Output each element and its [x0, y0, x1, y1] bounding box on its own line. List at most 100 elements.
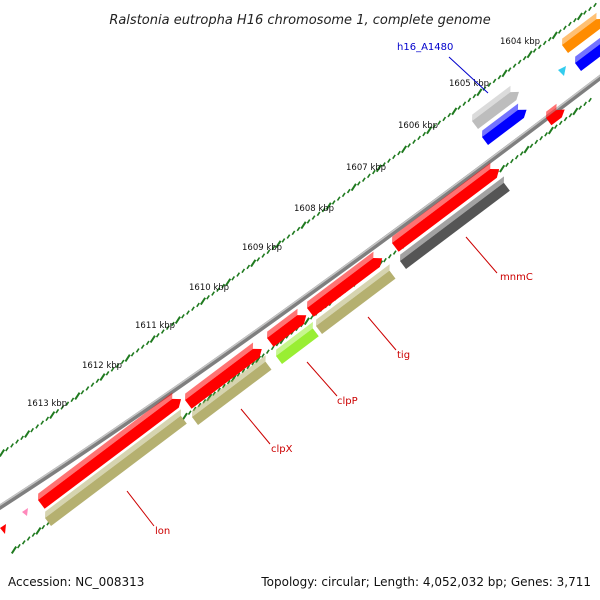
gene-label-lon[interactable]: lon	[155, 526, 170, 537]
mnmC-gene[interactable]	[397, 176, 513, 269]
clpX-cds[interactable]	[182, 341, 265, 409]
outer-tick	[85, 386, 90, 391]
inner-tick	[251, 360, 256, 366]
outer-tick	[311, 215, 316, 220]
outer-tick	[35, 424, 40, 429]
outer-tick	[99, 373, 106, 382]
inner-tick	[392, 250, 397, 255]
outer-tick	[447, 112, 452, 118]
outer-tick	[392, 154, 396, 160]
outer-tick	[275, 240, 282, 249]
inner-tick	[226, 379, 231, 385]
inner-tick	[31, 532, 36, 538]
inner-tick	[35, 526, 42, 535]
clpP-cds[interactable]	[264, 307, 310, 347]
inner-tick	[544, 132, 548, 137]
outer-tick	[366, 173, 371, 179]
outer-tick	[583, 10, 587, 15]
accession-text: Accession: NC_008313	[8, 575, 144, 589]
outer-tick	[271, 245, 276, 251]
tig-cds[interactable]	[304, 250, 386, 317]
outer-tick	[70, 397, 75, 403]
inner-tick	[41, 524, 46, 530]
gene-label-clpX[interactable]: clpX	[271, 444, 293, 455]
inner-tick	[21, 540, 26, 545]
clpP-gene[interactable]	[273, 321, 322, 364]
tig-gene[interactable]	[313, 264, 399, 334]
outer-tick	[316, 211, 321, 217]
outer-tick	[261, 253, 266, 258]
h16_A1480-pseudo[interactable]	[469, 84, 522, 129]
outer-tick	[196, 302, 200, 308]
clpX-gene[interactable]	[189, 355, 275, 425]
outer-tick	[432, 124, 437, 129]
outer-tick	[15, 439, 19, 444]
outer-tick	[155, 333, 160, 338]
outer-tick	[336, 196, 341, 201]
outer-tick	[149, 335, 156, 344]
outer-tick	[557, 29, 562, 34]
inner-tick	[547, 126, 554, 135]
outer-tick	[221, 283, 226, 289]
outer-tick	[487, 82, 492, 88]
outer-tick	[356, 181, 361, 186]
outer-tick	[442, 116, 447, 122]
outer-tick	[20, 435, 24, 441]
outer-tick	[306, 219, 311, 224]
inner-tick	[236, 372, 241, 377]
outer-tick	[170, 321, 175, 327]
outer-tick	[325, 202, 332, 211]
outer-tick	[250, 259, 257, 268]
outer-tick	[331, 200, 336, 205]
inner-tick	[563, 116, 568, 122]
outer-tick	[174, 316, 181, 325]
lon-gene[interactable]	[42, 409, 190, 526]
outer-tick	[567, 21, 572, 27]
inner-tick	[309, 315, 314, 320]
outer-tick	[296, 226, 301, 232]
outer-tick	[24, 430, 31, 438]
gene-label-clpP[interactable]: clpP	[337, 396, 358, 407]
outer-tick	[60, 405, 65, 410]
outer-tick	[286, 234, 291, 239]
mnmC-cds[interactable]	[389, 161, 502, 252]
small-cds[interactable]	[543, 102, 567, 126]
outer-tick	[457, 105, 462, 110]
outer-tick	[472, 93, 477, 99]
outer-tick	[437, 120, 442, 125]
inner-tick	[241, 368, 246, 374]
outer-tick	[532, 48, 537, 53]
gene-leader-line	[448, 56, 489, 94]
outer-tick	[80, 389, 85, 395]
outer-tick	[206, 295, 210, 300]
outer-tick	[573, 17, 577, 23]
outer-tick	[588, 6, 592, 12]
inner-tick	[261, 353, 265, 358]
gene-leader-line	[367, 316, 397, 351]
orange-feature[interactable]	[559, 11, 600, 53]
outer-tick	[216, 287, 220, 293]
outer-tick	[551, 31, 558, 40]
outer-tick	[371, 169, 376, 175]
outer-tick	[562, 25, 567, 31]
gene-label-tig[interactable]: tig	[397, 350, 410, 361]
outer-tick	[45, 416, 50, 422]
gene-label-h16_A1480[interactable]: h16_A1480	[397, 42, 453, 53]
pink-marker	[22, 508, 28, 516]
inner-tick	[246, 364, 251, 370]
h16_A1480-cds[interactable]	[479, 102, 530, 145]
outer-tick	[65, 401, 70, 406]
blue-feature[interactable]	[572, 35, 600, 71]
inner-tick	[514, 154, 519, 160]
tick-label: 1604 kbp	[500, 37, 540, 47]
outer-tick	[135, 348, 140, 353]
gene-label-mnmC[interactable]: mnmC	[500, 272, 533, 283]
gene-leader-line	[306, 361, 338, 397]
inner-tick	[303, 317, 310, 326]
tick-label: 1611 kbp	[135, 321, 175, 331]
gene-leader-line	[126, 490, 155, 527]
lon-cds[interactable]	[35, 391, 184, 509]
inner-tick	[10, 546, 18, 554]
outer-tick	[191, 306, 195, 312]
tick-label: 1613 kbp	[27, 399, 67, 409]
